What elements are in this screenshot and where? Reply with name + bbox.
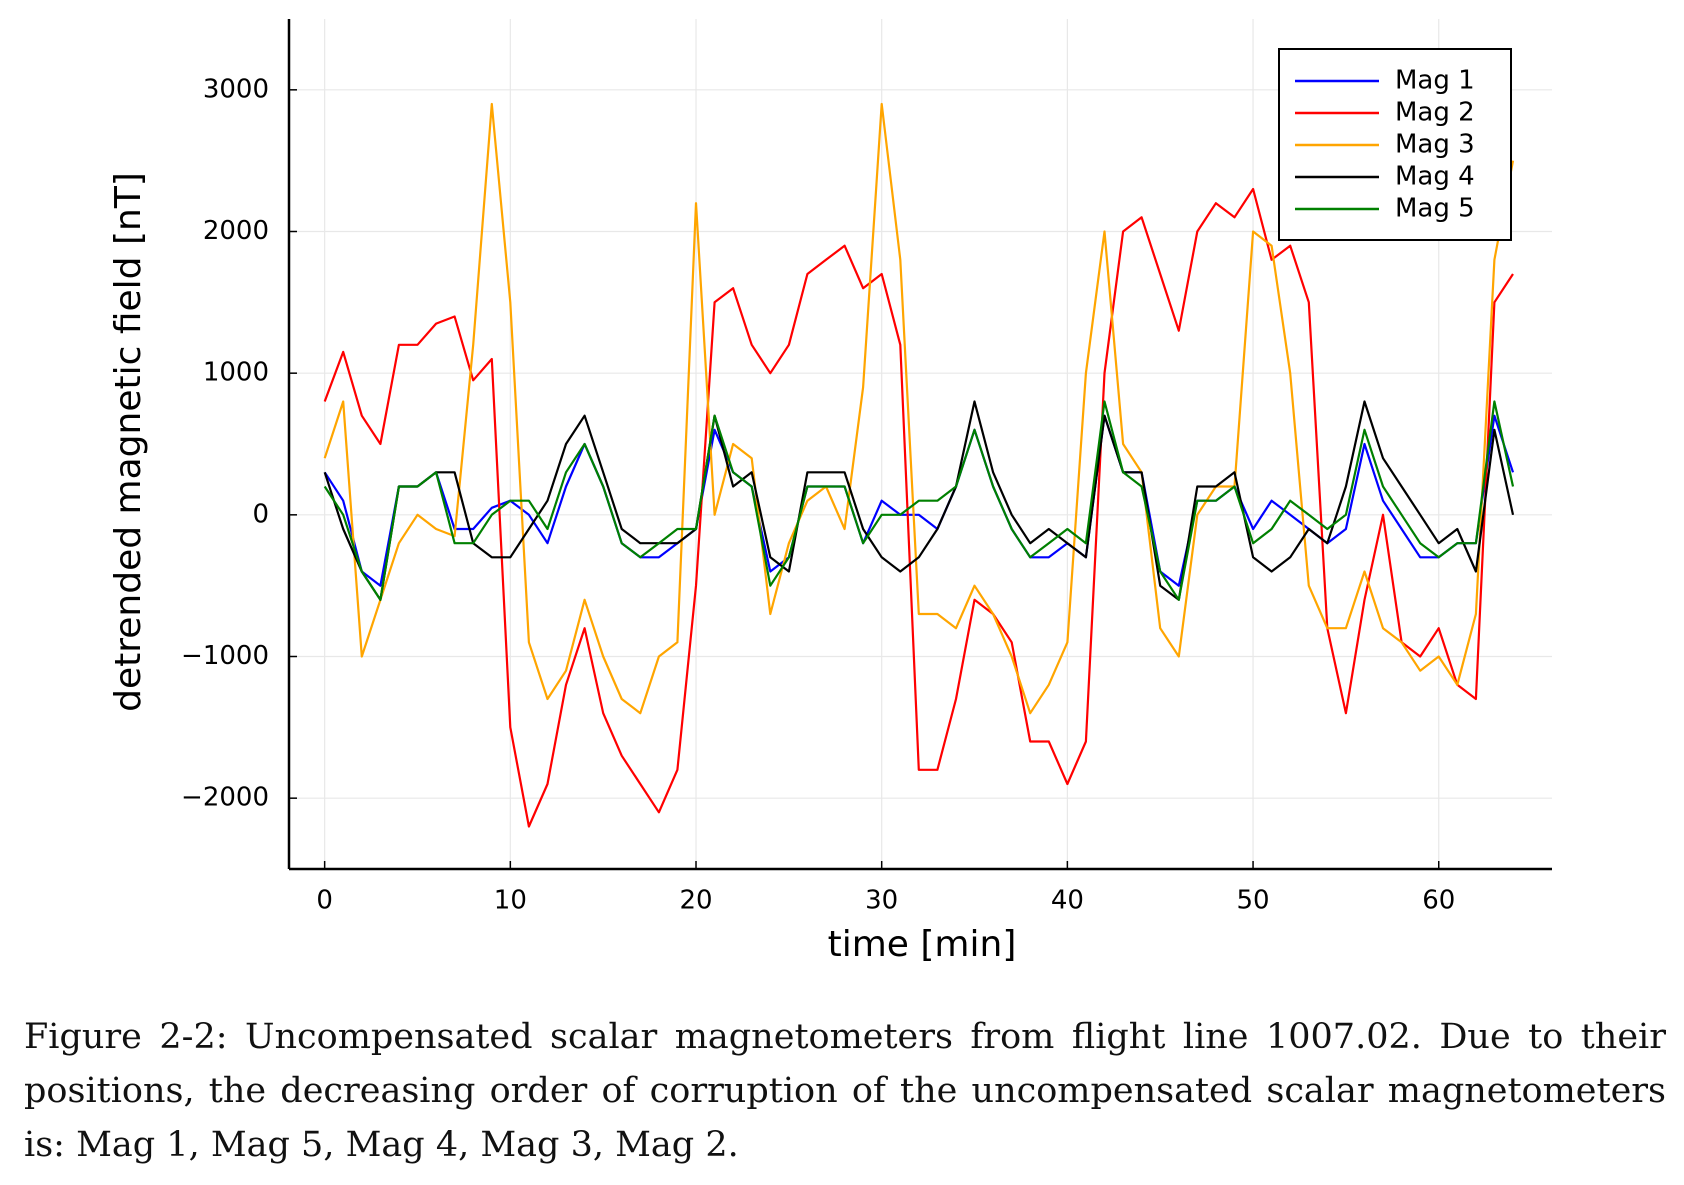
legend-label: Mag 1 — [1395, 66, 1475, 96]
series-line — [323, 102, 1515, 715]
series-line — [323, 187, 1514, 828]
x-tick-label: 0 — [316, 886, 333, 916]
legend-label: Mag 3 — [1395, 130, 1475, 160]
x-axis-label: time [min] — [828, 924, 1017, 965]
x-tick-label: 50 — [1237, 886, 1270, 916]
y-tick-label: 1000 — [203, 358, 269, 388]
legend-label: Mag 4 — [1395, 162, 1475, 192]
y-tick-label: 2000 — [203, 216, 269, 246]
series-line — [323, 400, 1515, 601]
y-tick-label: 3000 — [203, 74, 269, 104]
legend-label: Mag 2 — [1395, 98, 1475, 128]
x-tick-label: 30 — [865, 886, 898, 916]
series-line — [323, 400, 1515, 601]
x-tick-label: 40 — [1051, 886, 1084, 916]
x-tick-label: 10 — [494, 886, 527, 916]
y-tick-label: −2000 — [181, 783, 269, 813]
legend-label: Mag 5 — [1395, 194, 1475, 224]
chart: time [min] detrended magnetic field [nT]… — [108, 19, 1552, 965]
x-tick-label: 60 — [1422, 886, 1455, 916]
y-axis-label: detrended magnetic field [nT] — [108, 172, 149, 712]
caption: Figure 2-2: Uncompensated scalar magneto… — [24, 1017, 1666, 1165]
x-tick-label: 20 — [679, 886, 712, 916]
y-tick-label: 0 — [252, 499, 269, 529]
y-tick-label: −1000 — [181, 641, 269, 671]
